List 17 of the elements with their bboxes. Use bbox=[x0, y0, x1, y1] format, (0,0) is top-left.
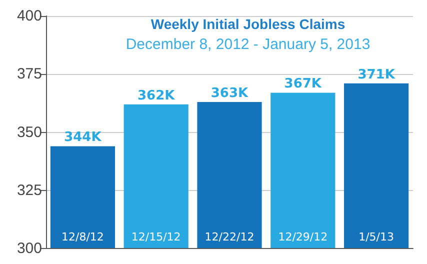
data-label: 371K bbox=[358, 67, 396, 82]
x-tick-label: 12/22/12 bbox=[204, 230, 254, 244]
x-tick-label: 12/15/12 bbox=[131, 230, 181, 244]
data-label: 344K bbox=[64, 130, 102, 146]
data-label: 367K bbox=[284, 76, 322, 92]
data-label: 362K bbox=[137, 88, 176, 104]
y-tick-label: 325 bbox=[16, 182, 42, 199]
y-tick-label: 375 bbox=[16, 66, 42, 83]
data-label: 363K bbox=[210, 86, 250, 102]
chart-title: Weekly Initial Jobless Claims bbox=[150, 16, 346, 32]
y-tick-label: 300 bbox=[16, 240, 42, 257]
y-tick-label: 350 bbox=[16, 124, 42, 141]
y-tick-label: 400 bbox=[16, 8, 42, 24]
x-tick-label: 12/29/12 bbox=[278, 230, 328, 244]
x-tick-label: 1/5/13 bbox=[358, 230, 394, 244]
text: December 8, 2012 - January 5, 2013 bbox=[126, 36, 370, 53]
x-tick-label: 12/8/12 bbox=[61, 230, 104, 244]
